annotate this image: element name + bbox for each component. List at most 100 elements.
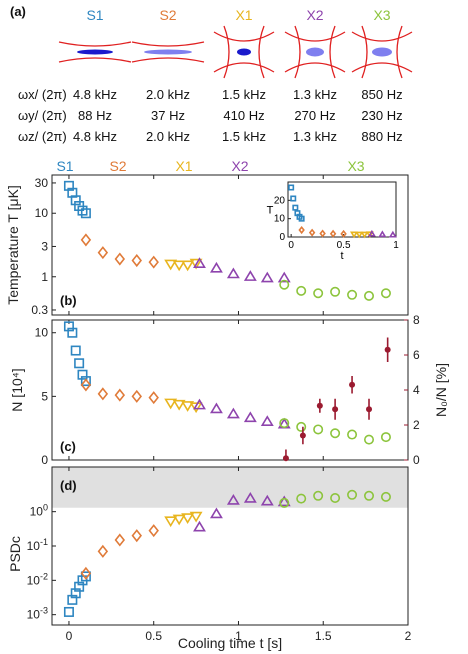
x-tick-label: 1.5 (315, 629, 332, 643)
series-x1 (164, 511, 203, 528)
beam-line (396, 25, 403, 79)
data-point (131, 529, 142, 543)
condensate-point (349, 381, 356, 388)
y-tick-label: 0.3 (31, 303, 48, 317)
data-point (181, 401, 195, 412)
beam-line (213, 62, 275, 73)
freq-row-label: ωx/ (2π) (18, 87, 67, 102)
y-axis-label: Temperature T [μK] (5, 185, 21, 305)
plot-frame (51, 174, 409, 316)
beam-line (284, 62, 346, 73)
series-x2 (193, 257, 291, 283)
x-tick-label: 0.5 (145, 629, 162, 643)
data-point (181, 260, 195, 272)
data-point (347, 429, 358, 440)
data-point (131, 254, 142, 268)
y2-tick-label: 6 (413, 348, 420, 362)
data-point (226, 407, 240, 419)
inset-data-point (290, 195, 297, 202)
beam-line (131, 41, 205, 47)
inset-frame (287, 181, 397, 238)
tick-base: 10 (30, 505, 44, 519)
inset-series-s2 (298, 226, 347, 238)
inset-data-point (288, 184, 295, 191)
series-x3 (279, 489, 391, 508)
y-tick-label: 10 (35, 206, 49, 220)
data-point (277, 271, 291, 283)
data-point (364, 434, 375, 445)
tick-base: 10 (27, 573, 41, 587)
x-axis-label: Cooling time t [s] (178, 635, 282, 651)
tick-base: 10 (27, 608, 41, 622)
stage-label-x1: X1 (175, 158, 192, 174)
data-point (189, 258, 203, 270)
inset-data-point (340, 229, 347, 238)
data-point (74, 358, 85, 369)
atom-cloud (77, 49, 113, 55)
inset-data-point (298, 226, 305, 235)
trap-s1: S1 (58, 7, 132, 63)
data-point (97, 387, 109, 401)
data-point (279, 497, 290, 508)
data-point (380, 491, 391, 502)
inset-x-tick-label: 1 (393, 240, 399, 251)
condensate-point (332, 406, 339, 413)
data-point (80, 571, 91, 582)
data-point (260, 271, 274, 283)
series-x3 (279, 418, 391, 445)
freq-row: ωx/ (2π) 4.8 kHz 2.0 kHz 1.5 kHz 1.3 kHz 850 … (18, 87, 403, 102)
data-point (347, 489, 358, 500)
data-point (364, 290, 375, 301)
y-tick-label: 10-3 (27, 606, 48, 622)
atom-cloud (144, 49, 192, 55)
data-point (80, 208, 91, 219)
data-point (172, 260, 186, 272)
stage-label-s2: S2 (109, 158, 126, 174)
tick-exponent: -3 (40, 606, 48, 616)
beam-line (58, 41, 132, 47)
beam-line (361, 25, 368, 79)
series-condensate-fraction (282, 337, 391, 462)
freq-row-label: ωz/ (2π) (18, 129, 67, 144)
tick-exponent: -1 (40, 537, 48, 547)
panel-b-label: (b) (60, 293, 77, 308)
inset-y-label: T (267, 205, 274, 217)
beam-line (351, 62, 413, 73)
series-x2 (193, 398, 291, 429)
data-point (243, 411, 257, 423)
y-tick-label: 5 (41, 389, 48, 403)
data-point (260, 415, 274, 426)
beam-line (258, 25, 265, 79)
inset-data-point (298, 215, 305, 222)
data-point (67, 187, 78, 198)
freq-value: 2.0 kHz (146, 129, 190, 144)
data-point (172, 514, 186, 526)
data-point (114, 252, 126, 266)
data-point (80, 378, 92, 392)
data-point (77, 205, 88, 216)
y-tick-label: 3 (41, 239, 48, 253)
inset-data-point (308, 228, 316, 237)
beam-line (351, 31, 413, 42)
condensate-point (282, 455, 289, 462)
x-tick-label: 1 (235, 629, 242, 643)
data-point (313, 424, 324, 435)
inset-data-point (350, 231, 359, 239)
freq-value: 270 Hz (294, 108, 335, 123)
condensate-point (316, 402, 323, 409)
inset-x-tick-label: 0 (288, 240, 294, 251)
freq-value: 4.8 kHz (73, 87, 117, 102)
y2-axis-label: N₀/N [%] (433, 363, 449, 417)
data-point (164, 259, 178, 271)
condensate-point (366, 406, 373, 413)
data-point (63, 180, 74, 191)
series-x1 (164, 258, 203, 272)
freq-value: 88 Hz (78, 108, 112, 123)
freq-value: 1.3 kHz (293, 129, 337, 144)
y2-tick-label: 8 (413, 313, 420, 327)
data-point (279, 279, 290, 290)
y2-tick-label: 2 (413, 418, 420, 432)
condensate-point (384, 346, 391, 353)
trap-name: S1 (86, 7, 103, 23)
data-point (172, 399, 186, 411)
